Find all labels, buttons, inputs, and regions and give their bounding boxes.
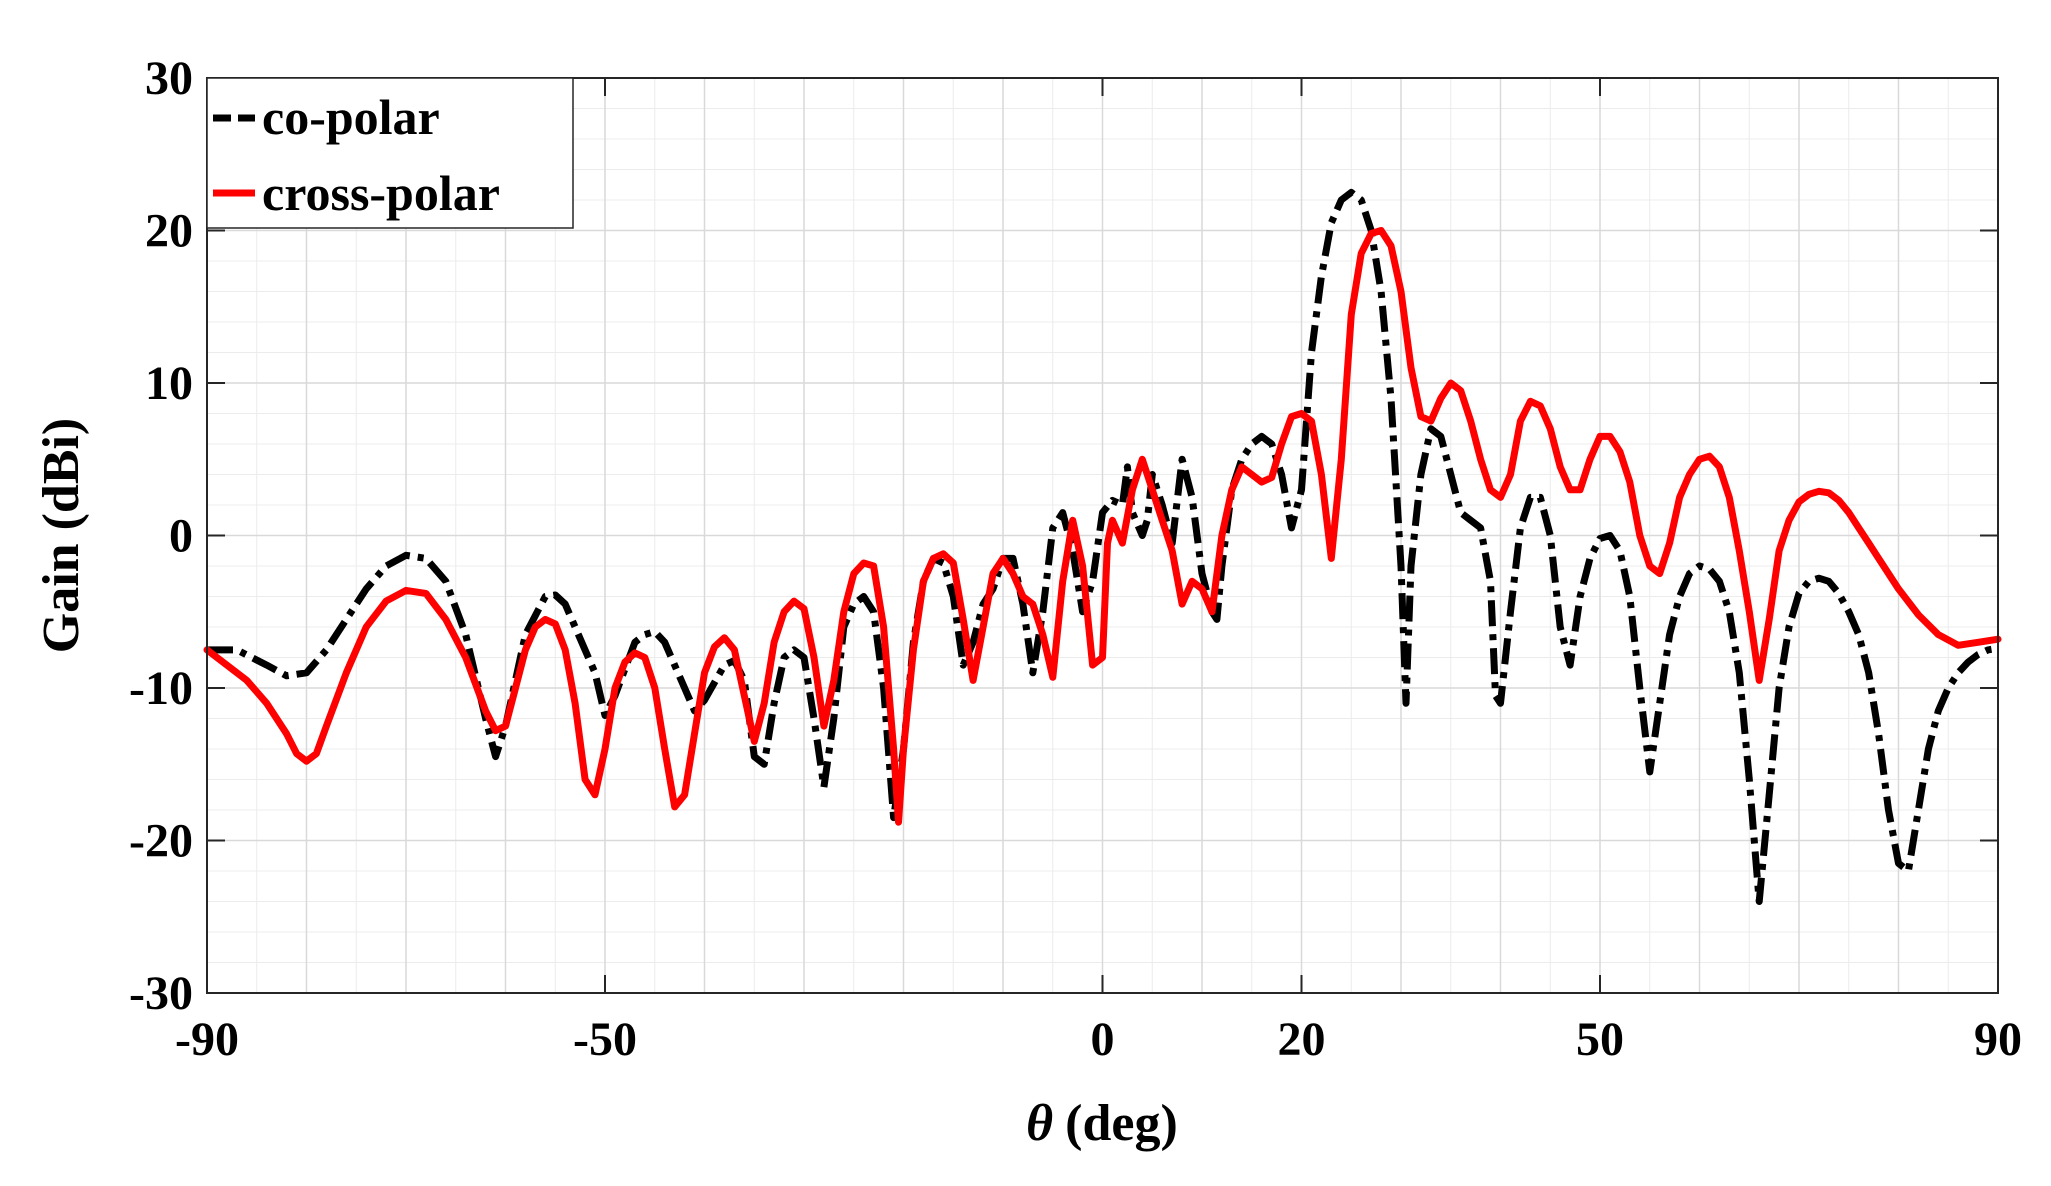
y-tick-label: 10 bbox=[145, 357, 193, 410]
tick-marks bbox=[206, 77, 1999, 994]
x-axis-symbol: θ bbox=[1026, 1095, 1053, 1152]
y-tick-label: 0 bbox=[169, 510, 193, 563]
y-tick-label: -20 bbox=[129, 815, 193, 868]
x-tick-label: 90 bbox=[1974, 1013, 2022, 1066]
y-tick-label: -30 bbox=[129, 967, 193, 1020]
legend-label-co-polar: co-polar bbox=[262, 89, 440, 145]
y-axis-label: Gain (dBi) bbox=[33, 418, 90, 654]
y-tick-label: -10 bbox=[129, 662, 193, 715]
x-tick-label: 50 bbox=[1576, 1013, 1624, 1066]
y-tick-label: 30 bbox=[145, 52, 193, 105]
x-tick-label: -50 bbox=[573, 1013, 637, 1066]
y-tick-label: 20 bbox=[145, 205, 193, 258]
x-axis-label: θ (deg) bbox=[1026, 1095, 1178, 1152]
tick-labels: -90 -50 0 20 50 90 -30 -20 -10 0 10 20 30 bbox=[129, 52, 2022, 1066]
x-tick-label: 0 bbox=[1091, 1013, 1115, 1066]
legend: co-polar cross-polar bbox=[206, 77, 574, 229]
series-layer bbox=[203, 188, 2002, 905]
x-axis-unit: (deg) bbox=[1065, 1095, 1178, 1152]
series-line-cross-polar bbox=[203, 227, 2002, 826]
x-tick-label: 20 bbox=[1278, 1013, 1326, 1066]
x-tick-label: -90 bbox=[175, 1013, 239, 1066]
legend-label-cross-polar: cross-polar bbox=[262, 165, 500, 221]
legend-box bbox=[206, 77, 574, 229]
